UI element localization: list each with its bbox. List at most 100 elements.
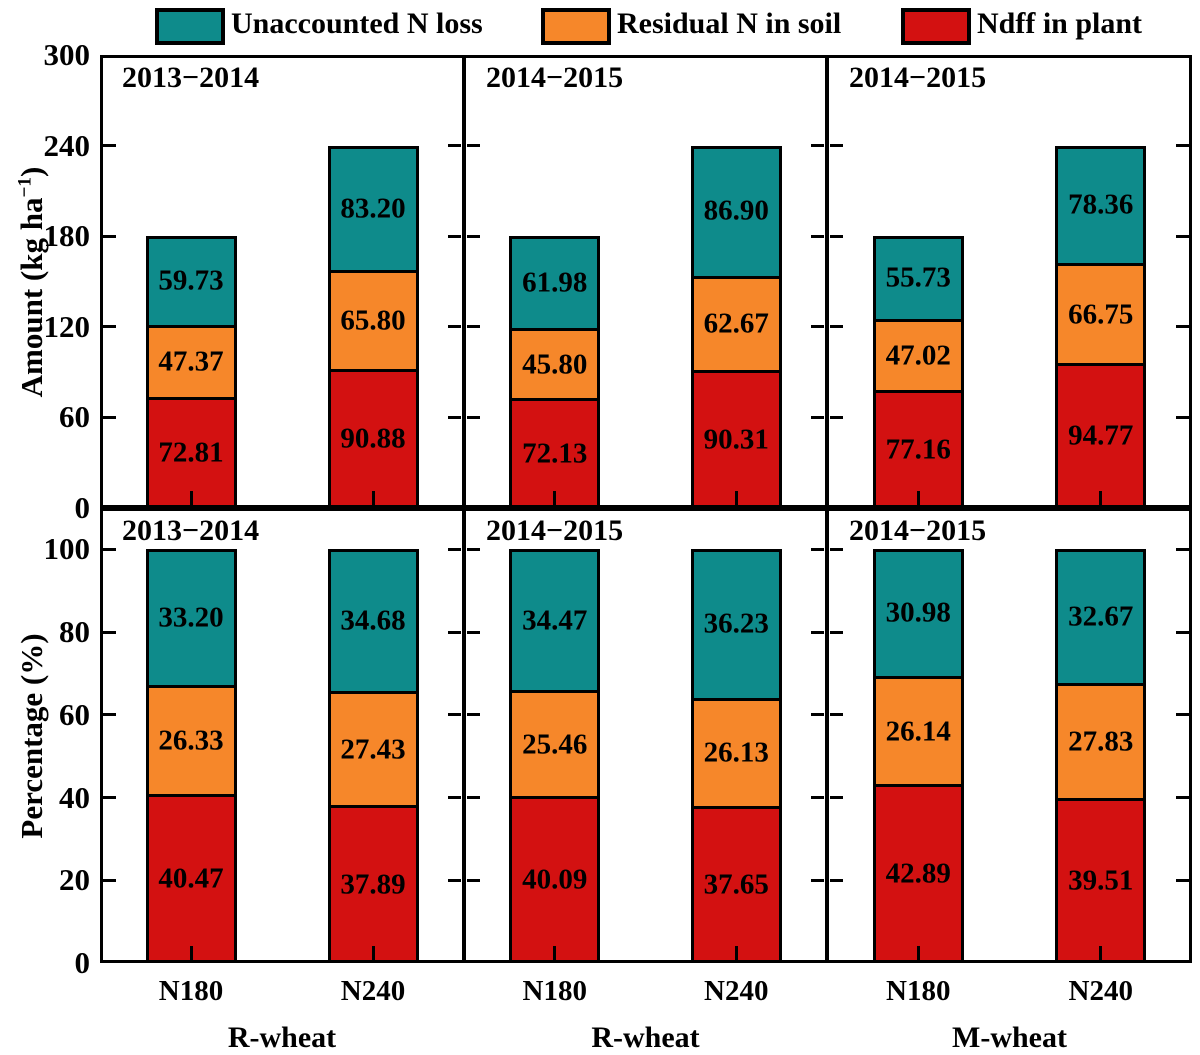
y-tick-mark	[103, 713, 116, 717]
value-label: 72.81	[158, 436, 224, 469]
bar-segment	[872, 320, 964, 392]
value-label: 90.31	[703, 423, 769, 456]
bar-outline	[509, 549, 601, 963]
y-tick-mark	[103, 415, 116, 419]
y-tick-mark	[448, 234, 461, 238]
value-label: 25.46	[522, 728, 588, 761]
value-label: 55.73	[885, 261, 951, 294]
segment-divider	[872, 675, 964, 679]
y-tick-mark	[1176, 325, 1189, 329]
x-tick-mark	[189, 946, 193, 960]
segment-divider	[327, 691, 419, 695]
panel-divider	[462, 55, 466, 963]
value-label: 83.20	[340, 192, 406, 225]
value-label: 39.51	[1068, 864, 1134, 897]
y-tick-mark	[1176, 144, 1189, 148]
value-label: 40.09	[522, 863, 588, 896]
y-tick-label: 100	[43, 531, 91, 567]
bar-segment	[1055, 549, 1147, 685]
legend-label-ndff: Ndff in plant	[977, 7, 1143, 40]
y-tick-mark	[103, 630, 116, 634]
bar-segment	[1055, 364, 1147, 508]
bar-segment	[509, 236, 601, 330]
y-tick-mark	[811, 144, 824, 148]
value-label: 47.37	[158, 345, 224, 378]
panel-title: 2014−2015	[849, 514, 987, 547]
segment-divider	[327, 369, 419, 373]
value-label: 33.20	[158, 601, 224, 634]
y-tick-label: 60	[59, 399, 90, 435]
y-tick-label: 0	[74, 490, 91, 525]
value-label: 34.68	[340, 604, 406, 637]
segment-divider	[1055, 682, 1147, 686]
y-tick-mark	[830, 713, 843, 717]
segment-divider	[327, 269, 419, 273]
y-tick-mark	[448, 415, 461, 419]
value-label: 94.77	[1068, 419, 1134, 452]
value-label: 45.80	[522, 348, 588, 380]
y-tick-label: 300	[43, 37, 91, 72]
bar-segment	[872, 549, 964, 678]
bar-outline	[145, 236, 237, 508]
bar-segment	[690, 277, 782, 372]
value-label: 77.16	[885, 433, 951, 466]
y-tick-mark	[448, 630, 461, 634]
segment-divider	[1055, 363, 1147, 367]
bar-outline	[327, 145, 419, 508]
value-label: 27.43	[340, 733, 406, 766]
bar-outline	[872, 549, 964, 963]
y-tick-mark	[830, 234, 843, 238]
segment-divider	[509, 328, 601, 332]
bar-segment	[1055, 145, 1147, 265]
segment-divider	[509, 795, 601, 799]
bar-outline	[690, 549, 782, 963]
y-tick-mark	[1176, 630, 1189, 634]
y-tick-mark	[1176, 234, 1189, 238]
x-category-label: N240	[704, 975, 769, 1007]
bar-segment	[327, 806, 419, 963]
x-tick-mark	[553, 946, 557, 960]
x-tick-mark	[734, 491, 738, 505]
y-tick-mark	[811, 796, 824, 800]
bar-outline	[1055, 145, 1147, 508]
y-tick-mark	[811, 547, 824, 551]
y-tick-mark	[448, 325, 461, 329]
x-tick-mark	[371, 491, 375, 505]
y-tick-mark	[830, 144, 843, 148]
y-axis-title: Amount (kg ha−1)	[14, 166, 49, 397]
bar-segment	[145, 686, 237, 796]
segment-divider	[509, 690, 601, 694]
x-tick-mark	[371, 946, 375, 960]
panel-title: 2013−2014	[122, 61, 260, 94]
y-axis-title: Percentage (%)	[14, 632, 49, 839]
bar-segment	[327, 549, 419, 693]
y-tick-mark	[830, 325, 843, 329]
value-label: 65.80	[340, 304, 406, 337]
y-tick-mark	[103, 144, 116, 148]
value-label: 26.33	[158, 724, 224, 757]
x-category-label: N240	[1068, 975, 1133, 1007]
bar-segment	[509, 399, 601, 508]
y-tick-mark	[467, 325, 480, 329]
bar-outline	[690, 145, 782, 508]
bar-segment	[872, 677, 964, 786]
x-tick-mark	[1099, 491, 1103, 505]
bar-segment	[872, 236, 964, 321]
x-tick-mark	[734, 946, 738, 960]
y-tick-mark	[103, 547, 116, 551]
legend-label-unaccounted: Unaccounted N loss	[231, 7, 483, 40]
value-label: 36.23	[703, 607, 769, 640]
y-tick-mark	[467, 630, 480, 634]
y-tick-mark	[467, 878, 480, 882]
segment-divider	[872, 318, 964, 322]
bar-segment	[1055, 684, 1147, 800]
y-tick-label: 180	[43, 218, 91, 254]
bar-outline	[327, 549, 419, 963]
value-label: 62.67	[703, 307, 769, 340]
legend-swatch-residual	[541, 8, 611, 45]
segment-divider	[509, 397, 601, 401]
bar-segment	[690, 549, 782, 700]
bar-outline	[509, 236, 601, 508]
y-tick-label: 60	[59, 696, 90, 732]
bar-segment	[327, 370, 419, 508]
